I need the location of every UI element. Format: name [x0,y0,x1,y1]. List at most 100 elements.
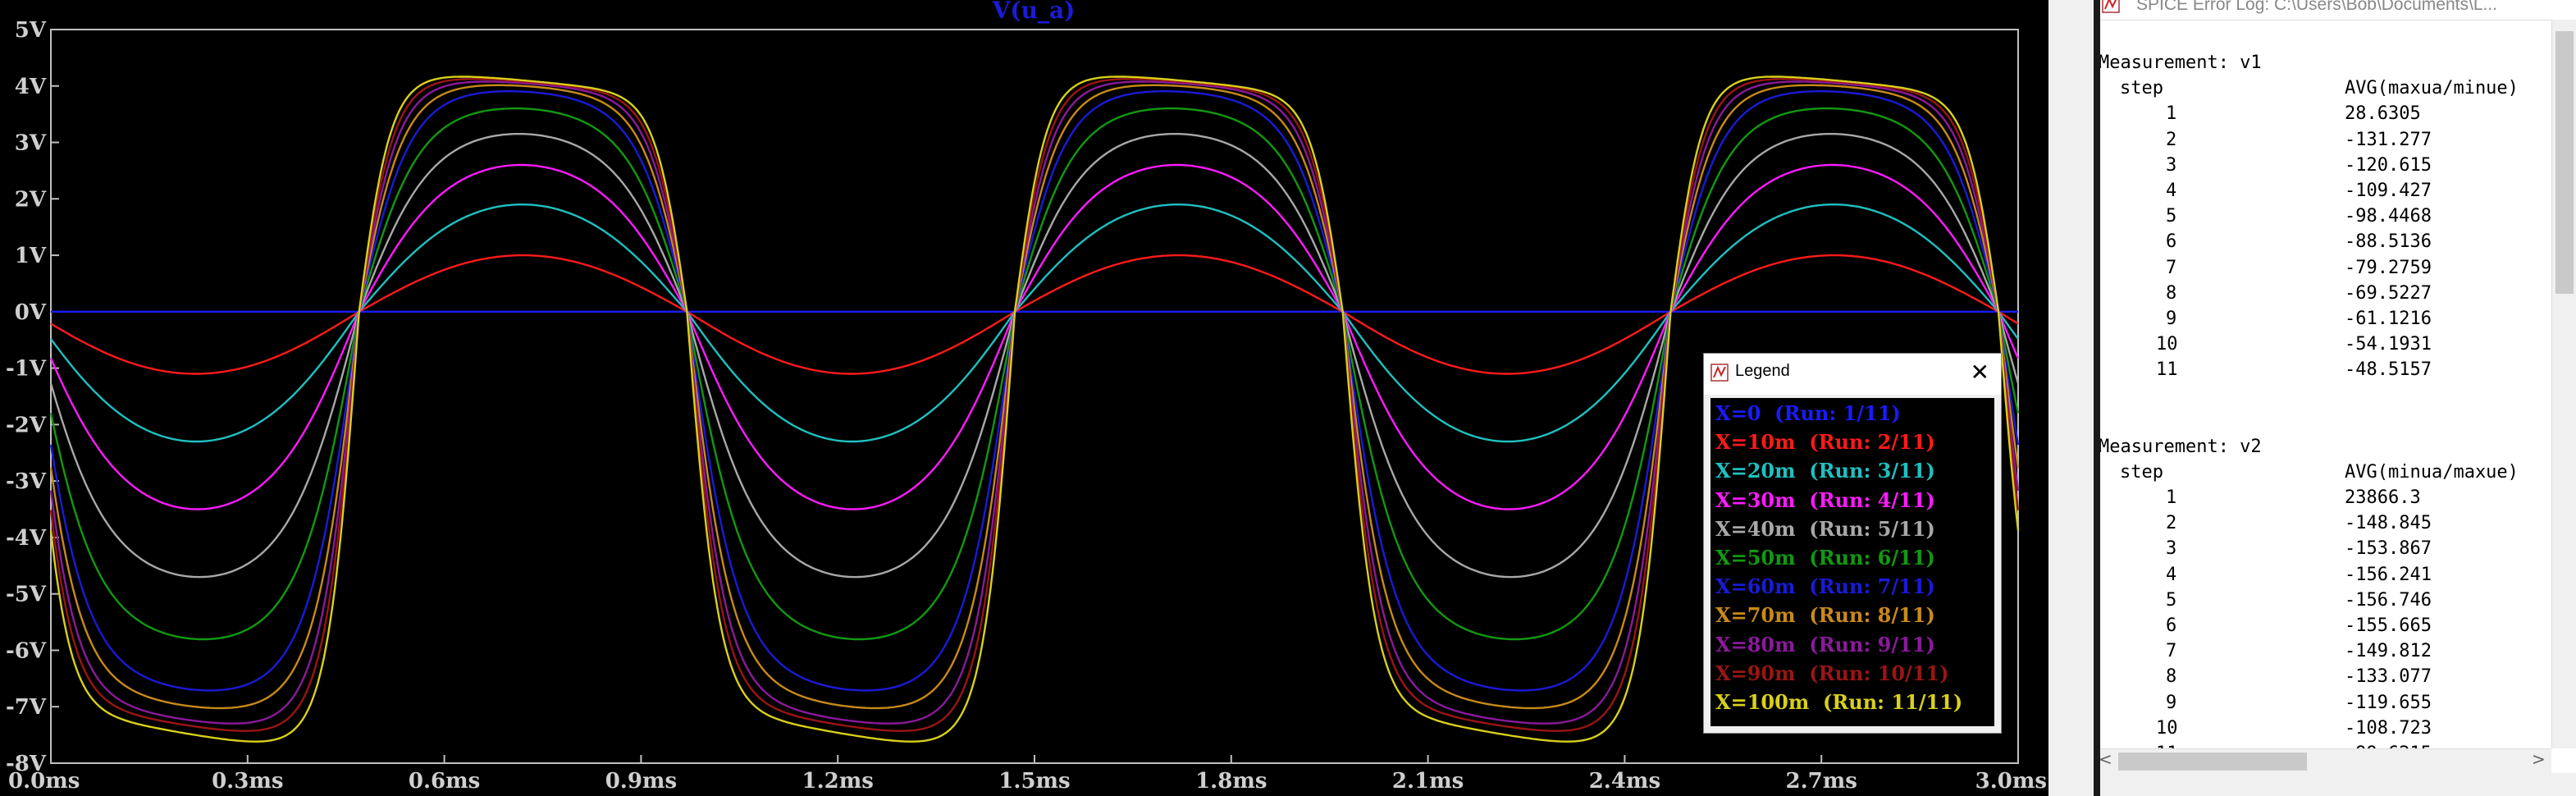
plot-traces [49,75,2020,743]
x-tick-label: 2.4ms [1589,769,1660,794]
error-log-titlebar[interactable]: SPICE Error Log: C:\Users\Bob\Documents\… [2094,0,2576,21]
measurement-value: 23866.3 [2345,487,2421,508]
legend-list: X=0 (Run: 1/11) X=10m (Run: 2/11) X=20m (R… [1710,398,1994,726]
plot-title[interactable]: V(u_a) [992,0,1076,24]
legend-entry-run: (Run: 9/11) [1795,632,1935,656]
x-tick-label: 0.3ms [212,769,283,794]
legend-entry[interactable]: X=0 (Run: 1/11) [1715,401,1901,425]
measurement-value: -98.4468 [2345,206,2432,227]
measurement-value: -149.812 [2345,641,2432,662]
measurement-step: 3 [2166,154,2177,176]
close-icon[interactable]: ✕ [1970,359,1989,385]
y-tick-label: 4V [15,75,47,99]
legend-entry[interactable]: X=100m (Run: 11/11) [1715,690,1962,714]
y-tick-label: 5V [15,18,47,43]
horizontal-scrollbar[interactable]: < > [2094,748,2551,774]
legend-entry[interactable]: X=30m (Run: 4/11) [1715,488,1935,512]
legend-entry-run: (Run: 5/11) [1795,516,1935,541]
measurement-step: 1 [2166,487,2177,508]
measurement-value: 28.6305 [2345,103,2421,125]
legend-entry[interactable]: X=10m (Run: 2/11) [1715,430,1935,454]
legend-entry[interactable]: X=20m (Run: 3/11) [1715,459,1935,483]
scroll-right-icon[interactable]: > [2532,749,2546,769]
measurement-step: 3 [2166,538,2177,560]
y-tick-label: 1V [15,244,47,268]
legend-entry[interactable]: X=60m (Run: 7/11) [1715,574,1935,598]
waveform-plot[interactable]: 5V 4V 3V 2V 1V 0V -1V -2V -3V -4V -5V -6V -7V -8V0.0m… [0,0,2048,796]
measurement-step: 6 [2166,615,2177,636]
legend-entry-run: (Run: 11/11) [1809,690,1963,714]
measurement-step: 11 [2156,359,2178,381]
series-trace [49,77,2020,732]
y-tick-label: -4V [6,526,47,551]
legend-entry-x: X=90m [1715,661,1796,685]
measurement-step: 2 [2166,129,2177,150]
x-tick-label: 1.8ms [1195,769,1267,794]
measurement-value: -155.665 [2345,615,2432,636]
measurement-header: Measurement: v1 [2099,53,2262,73]
vertical-scrollbar[interactable] [2551,20,2576,748]
legend-entry-run: (Run: 10/11) [1795,661,1949,685]
measurement-step: 2 [2166,513,2177,534]
x-tick-label: 0.9ms [605,769,677,794]
measurement-step: 8 [2166,666,2177,688]
measurement-step: 7 [2166,641,2177,662]
legend-entry-x: X=0 [1715,401,1761,425]
measurement-value: -109.427 [2345,181,2432,201]
ltspice-icon [2102,0,2120,13]
y-tick-label: -8V [6,752,47,776]
measurement-step: 5 [2166,589,2177,611]
measurement-value: -108.723 [2345,717,2432,739]
vertical-scroll-thumb[interactable] [2555,31,2574,294]
legend-entry-x: X=80m [1715,632,1796,656]
measurement-value: -131.277 [2345,129,2432,150]
legend-entry-run: (Run: 4/11) [1795,487,1935,512]
plot-axes: 5V 4V 3V 2V 1V 0V -1V -2V -3V -4V -5V -6V -7V -8V0.0m… [6,18,2047,794]
series-trace [50,254,2019,375]
measurement-step: 5 [2166,206,2177,227]
legend-entry-x: X=30m [1715,487,1796,512]
legend-titlebar[interactable]: Legend ✕ [1704,354,2001,395]
legend-entry-run: (Run: 1/11) [1761,401,1901,425]
column-header-step: step [2120,78,2163,99]
series-trace [49,84,2020,710]
legend-entry-x: X=70m [1715,603,1796,628]
y-tick-label: -1V [6,357,47,382]
legend-entry[interactable]: X=80m (Run: 9/11) [1715,633,1935,656]
y-tick-label: -7V [6,695,47,720]
horizontal-scroll-thumb[interactable] [2118,753,2307,771]
legend-entry-x: X=20m [1715,459,1796,483]
measurement-step: 10 [2156,717,2178,739]
status-strip [2094,773,2576,796]
column-header-value: AVG(maxua/minue) [2345,78,2519,99]
legend-entry[interactable]: X=40m (Run: 5/11) [1715,517,1935,541]
legend-entry-run: (Run: 7/11) [1795,574,1935,599]
y-tick-label: -3V [6,469,47,494]
scroll-left-icon[interactable]: < [2099,749,2112,769]
measurement-step: 1 [2166,103,2177,125]
legend-entry-run: (Run: 2/11) [1795,430,1935,455]
measurement-step: 8 [2166,282,2177,304]
legend-entry-x: X=50m [1715,546,1796,570]
legend-window[interactable]: Legend ✕ X=0 (Run: 1/11) X=10m (Run: 2/11… [1703,353,2002,734]
measurement-step: 10 [2156,334,2178,355]
measurement-value: -54.1931 [2345,334,2432,355]
measurement-value: -61.1216 [2345,309,2432,329]
x-tick-label: 3.0ms [1975,769,2047,794]
legend-entry-run: (Run: 8/11) [1795,603,1935,628]
legend-entry[interactable]: X=90m (Run: 10/11) [1715,661,1949,685]
legend-entry[interactable]: X=70m (Run: 8/11) [1715,603,1935,627]
measurement-value: -69.5227 [2345,282,2432,304]
window-edge [2094,0,2100,796]
legend-entry-x: X=60m [1715,574,1796,599]
measurement-value: -79.2759 [2345,257,2432,278]
legend-entry-x: X=10m [1715,430,1796,455]
legend-title: Legend [1735,362,1790,380]
error-log-title: SPICE Error Log: C:\Users\Bob\Documents\… [2136,0,2497,14]
spice-error-log-window[interactable]: SPICE Error Log: C:\Users\Bob\Documents\… [2094,0,2576,796]
y-tick-label: 2V [15,187,47,212]
series-trace [49,90,2020,692]
measurement-value: -120.615 [2345,154,2432,176]
legend-entry[interactable]: X=50m (Run: 6/11) [1715,546,1935,570]
y-tick-label: -5V [6,583,47,607]
